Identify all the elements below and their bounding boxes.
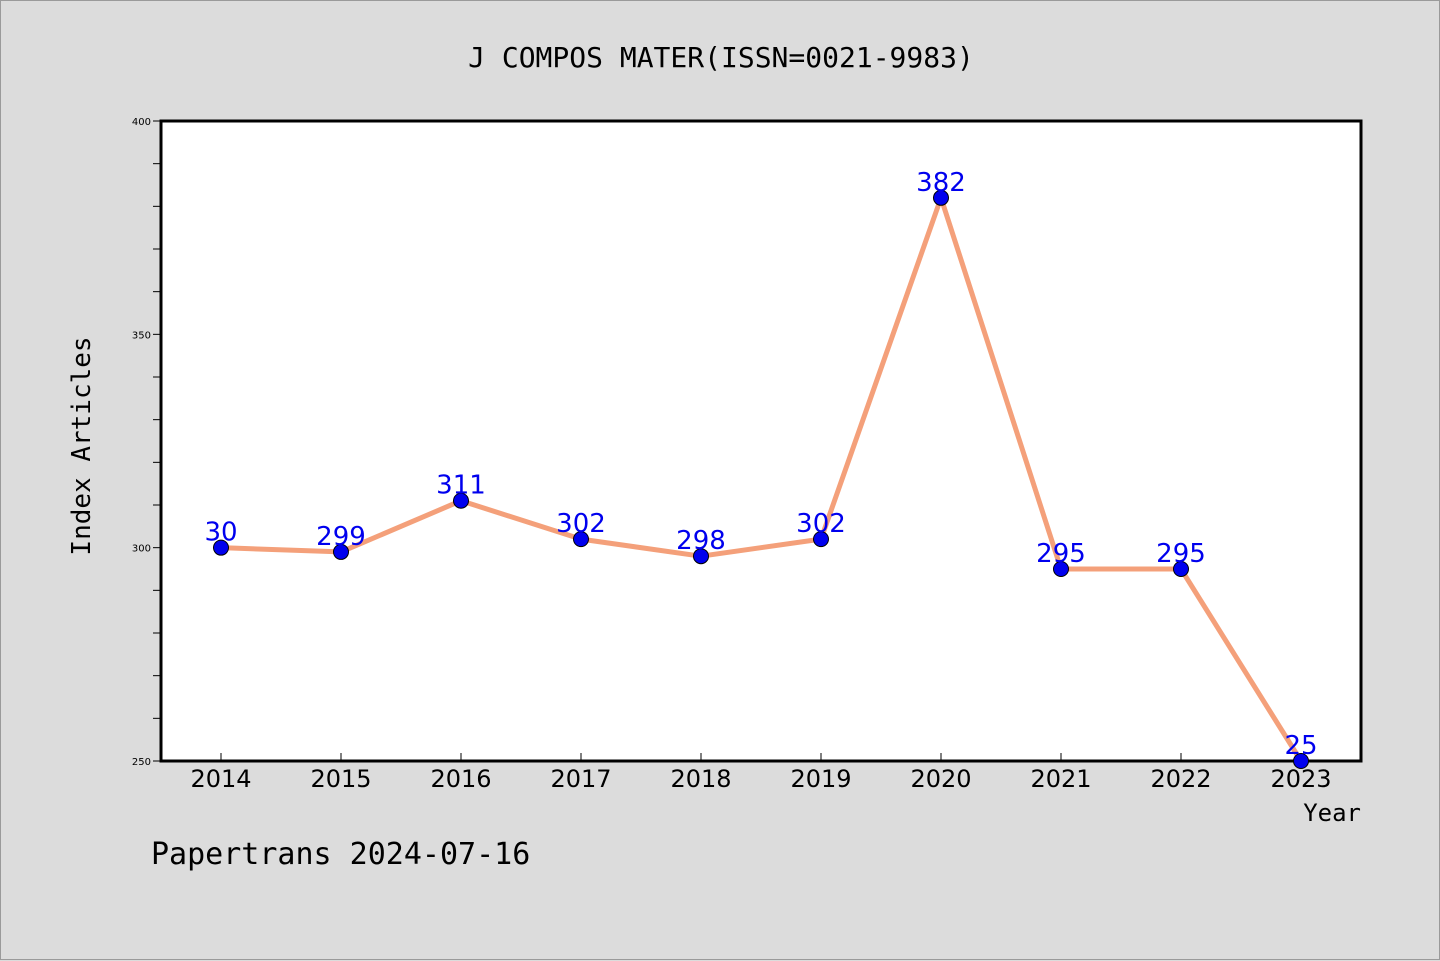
- x-axis-label: Year: [1303, 799, 1361, 827]
- data-point: [453, 492, 469, 509]
- chart-title: J COMPOS MATER(ISSN=0021-9983): [468, 41, 974, 74]
- data-label: 302: [796, 509, 846, 539]
- y-tick-label: 250: [132, 757, 151, 768]
- data-label: 295: [1036, 539, 1086, 569]
- y-tick-label: 300: [132, 544, 151, 555]
- footer-watermark: Papertrans 2024-07-16: [151, 837, 530, 872]
- data-label: 298: [676, 526, 726, 556]
- data-label: 302: [556, 509, 606, 539]
- data-label: 295: [1156, 539, 1206, 569]
- data-point: [1293, 753, 1309, 769]
- data-point: [813, 531, 829, 548]
- data-label: 311: [436, 471, 486, 501]
- series-line: [220, 195, 1304, 763]
- data-point: [573, 531, 589, 548]
- data-point: [933, 189, 949, 206]
- data-point: [213, 539, 229, 556]
- data-point: [1053, 561, 1069, 577]
- x-tick-label: 2023: [1270, 765, 1331, 793]
- y-axis-label: Index Articles: [67, 336, 97, 555]
- y-tick-label: 350: [132, 330, 151, 341]
- x-tick-label: 2016: [430, 765, 491, 793]
- x-axis: 2014 2015 2016 2017 2018 2019 2020 2021 2022 2023: [190, 753, 1332, 793]
- x-tick-label: 2022: [1150, 765, 1211, 793]
- x-tick-label: 2014: [190, 765, 251, 793]
- data-point: [333, 543, 349, 560]
- data-point: [1173, 561, 1189, 577]
- data-label: 299: [316, 522, 366, 552]
- y-axis: 250 300 350 400: [132, 117, 161, 768]
- plot-area: [159, 119, 1363, 763]
- y-tick-label: 400: [132, 117, 151, 128]
- data-point: [693, 548, 709, 565]
- x-tick-label: 2015: [310, 765, 371, 793]
- x-tick-label: 2017: [550, 765, 611, 793]
- x-tick-label: 2018: [670, 765, 731, 793]
- data-label: 382: [916, 168, 966, 198]
- x-tick-label: 2020: [910, 765, 971, 793]
- series-line-group: 30 299 311 302 298 302 382 295 295 25: [204, 168, 1318, 769]
- data-label: 25: [1284, 731, 1317, 761]
- x-tick-label: 2021: [1030, 765, 1091, 793]
- data-label: 30: [204, 518, 237, 548]
- x-tick-label: 2019: [790, 765, 851, 793]
